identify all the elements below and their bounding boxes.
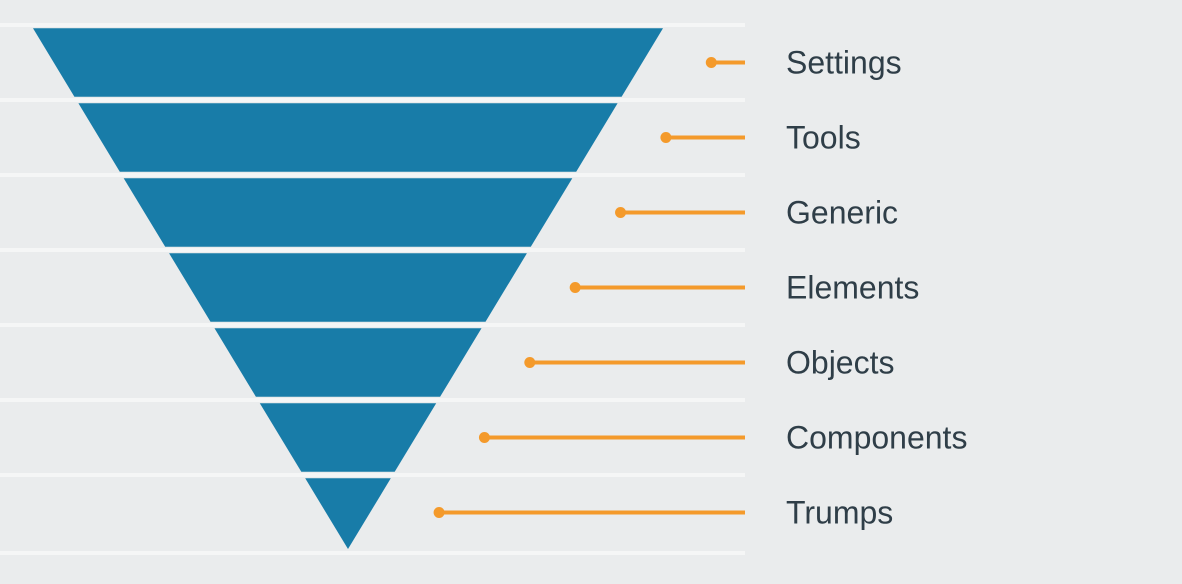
funnel-segment-tools [78,103,618,172]
leader-dot [615,207,627,218]
leader-dot [660,132,672,143]
leader-dot [524,357,536,368]
leader-dot [705,57,717,68]
leader-dot [478,432,490,443]
level-label-objects: Objects [786,345,894,381]
funnel-segment-trumps [305,478,391,549]
level-label-components: Components [786,420,967,456]
funnel-segment-generic [123,178,573,247]
level-label-tools: Tools [786,120,861,156]
funnel-segment-elements [169,253,527,322]
level-label-generic: Generic [786,195,898,231]
level-label-trumps: Trumps [786,495,893,531]
funnel-segment-settings [33,28,663,97]
level-label-settings: Settings [786,45,902,81]
level-label-elements: Elements [786,270,919,306]
funnel-segment-components [259,403,437,472]
leader-dot [569,282,581,293]
funnel-segment-objects [214,328,482,397]
leader-dot [433,507,445,518]
